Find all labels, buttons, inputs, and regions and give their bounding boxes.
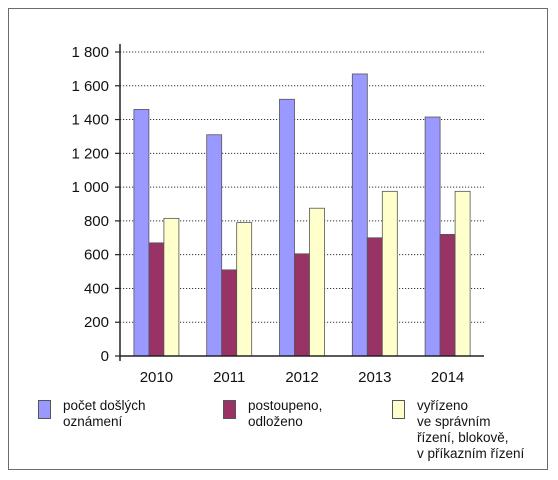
y-tick-label: 0: [101, 348, 109, 365]
y-tick-label: 1 400: [71, 112, 109, 129]
bar-2011-series-1: [206, 134, 223, 357]
grid-lines: [120, 51, 484, 323]
bar-2013-series-1: [351, 73, 368, 357]
y-tick-label: 400: [84, 280, 109, 297]
bar-2010-series-1: [133, 109, 150, 357]
legend-item-received: počet došlých oznámení: [38, 398, 146, 430]
x-category-label: 2013: [358, 369, 391, 386]
bar-2010-series-2: [148, 242, 165, 357]
bar-2012-series-1: [279, 98, 295, 357]
bar-2014-series-2: [439, 233, 456, 357]
y-tick-label: 800: [84, 213, 109, 230]
legend-item-resolved: vyřízeno ve správním řízení, blokově, v …: [392, 398, 524, 462]
y-tick-label: 1 600: [71, 78, 109, 95]
bar-2010-series-3: [163, 217, 180, 357]
legend-item-referred: postoupeno, odloženo: [223, 398, 322, 430]
legend-swatch-resolved: [392, 400, 405, 419]
legend-swatch-referred: [223, 400, 236, 419]
bar-2013-series-2: [366, 237, 383, 357]
x-category-label: 2011: [213, 369, 245, 386]
x-category-label: 2012: [285, 369, 318, 386]
bar-2013-series-3: [381, 190, 398, 357]
bar-2011-series-2: [221, 269, 238, 357]
bar-2012-series-2: [294, 253, 310, 357]
y-tick-label: 200: [84, 314, 109, 331]
y-tick-label: 600: [84, 247, 109, 264]
legend-label-received: počet došlých oznámení: [63, 398, 146, 429]
legend-label-resolved: vyřízeno ve správním řízení, blokově, v …: [417, 398, 525, 461]
y-tick-label: 1 200: [71, 145, 109, 162]
y-tick-labels: 0 200 400 600 800 1 000 1 200 1 400 1 600 1 800: [71, 44, 120, 365]
bar-2012-series-3: [309, 207, 325, 357]
bar-2011-series-3: [236, 222, 253, 357]
legend-label-referred: postoupeno, odloženo: [248, 398, 323, 429]
bar-2014-series-3: [454, 190, 471, 357]
legend-swatch-received: [38, 400, 51, 419]
x-category-label: 2010: [140, 369, 173, 386]
x-category-label: 2014: [431, 369, 464, 386]
bar-2014-series-1: [424, 116, 441, 357]
y-tick-label: 1 000: [71, 179, 109, 196]
bars: [133, 73, 471, 357]
x-category-labels: 2010 2011 2012 2013 2014: [140, 369, 465, 386]
y-tick-label: 1 800: [71, 44, 109, 61]
